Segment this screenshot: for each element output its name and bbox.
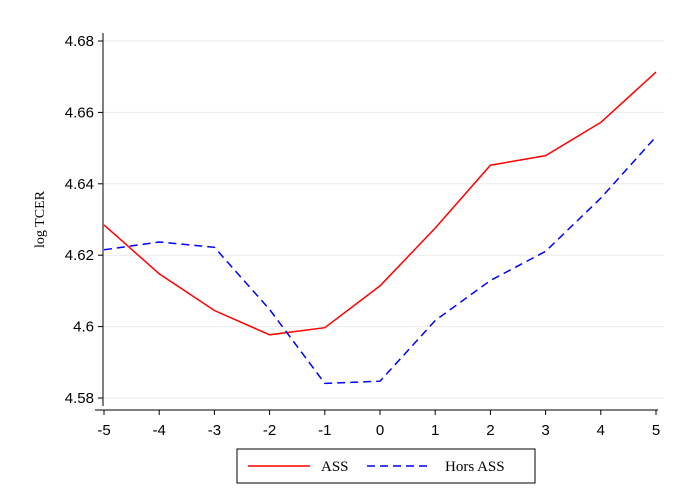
x-tick-label: 0: [376, 422, 384, 439]
legend-label-1: ASS: [321, 459, 349, 475]
y-tick-label: 4.6: [73, 319, 94, 336]
x-tick-label: 5: [652, 422, 660, 439]
series-line-2: [103, 136, 657, 385]
x-tick-label: 2: [486, 422, 494, 439]
x-tick-label: -4: [153, 422, 166, 439]
y-tick-label: 4.58: [65, 390, 94, 407]
y-tick-label: 4.62: [65, 247, 94, 264]
x-tick-label: -2: [263, 422, 276, 439]
y-tick-label: 4.64: [65, 176, 94, 193]
x-tick-label: 4: [597, 422, 605, 439]
y-axis: 4.58 4.6 4.62 4.64 4.66 4.68: [65, 33, 104, 407]
legend: ASS Hors ASS: [236, 448, 536, 484]
x-tick-label: -1: [318, 422, 331, 439]
series-line-1: [103, 71, 657, 336]
y-tick-label: 4.68: [65, 33, 94, 50]
x-tick-label: 3: [541, 422, 549, 439]
x-tick-label: 1: [431, 422, 439, 439]
x-axis: -5 -4 -3 -2 -1 0 1 2 3 4 5: [95, 409, 660, 439]
x-tick-label: -3: [208, 422, 221, 439]
x-tick-label: -5: [97, 422, 110, 439]
grid-lines: [104, 40, 664, 399]
y-axis-title: log TCER: [33, 190, 48, 248]
y-tick-label: 4.66: [65, 104, 94, 121]
series-layer: [103, 71, 657, 385]
legend-label-2: Hors ASS: [445, 459, 505, 475]
